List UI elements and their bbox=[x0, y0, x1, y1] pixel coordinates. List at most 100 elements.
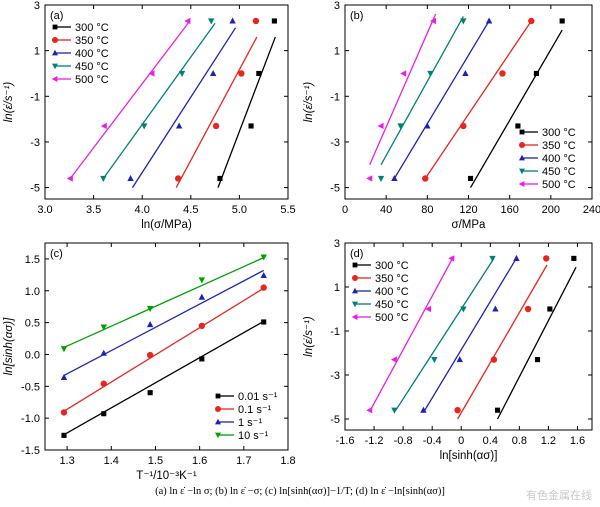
data-point bbox=[424, 122, 431, 129]
legend-label: 300 °C bbox=[375, 260, 409, 272]
legend-marker bbox=[519, 154, 525, 161]
x-tick-label: 0.4 bbox=[483, 435, 498, 447]
panel-label: (d) bbox=[350, 248, 363, 260]
data-point bbox=[499, 70, 506, 77]
series-2 bbox=[174, 17, 260, 188]
fit-line bbox=[424, 20, 532, 179]
fit-line bbox=[63, 287, 265, 412]
data-point bbox=[66, 175, 73, 182]
legend-marker bbox=[215, 418, 221, 425]
y-tick-label: 1 bbox=[334, 282, 340, 294]
data-point bbox=[427, 70, 434, 77]
series-1 bbox=[217, 18, 277, 188]
fit-line bbox=[395, 258, 495, 411]
data-point bbox=[260, 284, 267, 291]
series-5 bbox=[366, 255, 455, 414]
legend-label: 0.01 s⁻¹ bbox=[238, 391, 278, 403]
y-axis-label: ln(ε̇/s⁻¹) bbox=[3, 82, 15, 123]
data-point bbox=[391, 407, 398, 414]
data-point bbox=[198, 277, 206, 284]
x-tick-label: 5.5 bbox=[280, 204, 295, 216]
fit-line bbox=[369, 258, 454, 411]
fit-line bbox=[63, 320, 265, 436]
data-point bbox=[60, 373, 68, 380]
series-4 bbox=[391, 255, 496, 414]
series-4 bbox=[60, 254, 267, 353]
data-point bbox=[175, 122, 183, 129]
x-tick-label: 4.0 bbox=[135, 204, 150, 216]
data-point bbox=[366, 175, 373, 182]
x-tick-label: 5.0 bbox=[232, 204, 247, 216]
series-5 bbox=[366, 13, 437, 182]
data-point bbox=[460, 18, 467, 25]
y-tick-label: -1.0 bbox=[21, 413, 40, 425]
y-tick-label: 1 bbox=[334, 46, 340, 58]
data-point bbox=[513, 254, 520, 261]
data-point bbox=[146, 351, 154, 359]
data-point bbox=[460, 122, 467, 130]
x-tick-label: -0.4 bbox=[423, 435, 442, 447]
data-point bbox=[174, 175, 182, 182]
legend-label: 10 s⁻¹ bbox=[238, 430, 269, 442]
data-point bbox=[431, 357, 438, 364]
legend-marker bbox=[52, 24, 58, 30]
x-tick-label: -0.8 bbox=[394, 435, 413, 447]
data-point bbox=[448, 255, 455, 262]
x-tick-label: -1.2 bbox=[365, 435, 384, 447]
series-1 bbox=[61, 319, 267, 438]
y-axis-label: ln[sinh(ασ)] bbox=[3, 317, 15, 375]
fit-line bbox=[102, 22, 216, 179]
legend-marker bbox=[519, 142, 525, 148]
data-point bbox=[366, 407, 373, 414]
series-3 bbox=[127, 17, 237, 188]
legend-marker bbox=[52, 63, 58, 70]
series-1 bbox=[494, 255, 577, 420]
x-tick-label: 3.0 bbox=[37, 204, 52, 216]
data-point bbox=[559, 18, 565, 24]
series-1 bbox=[467, 18, 565, 188]
data-point bbox=[377, 175, 385, 182]
x-tick-label: 4.5 bbox=[183, 204, 198, 216]
data-point bbox=[492, 305, 499, 312]
data-point bbox=[485, 17, 493, 24]
data-point bbox=[209, 69, 217, 77]
legend-marker bbox=[215, 393, 221, 399]
plot-frame bbox=[44, 4, 289, 200]
plot-frame bbox=[344, 242, 593, 431]
legend: 0.01 s⁻¹0.1 s⁻¹1 s⁻¹10 s⁻¹ bbox=[215, 391, 278, 442]
y-axis-label: ln(ε̇/s⁻¹) bbox=[303, 316, 315, 357]
fit-line bbox=[69, 20, 191, 179]
x-axis-label: T⁻¹/10⁻³K⁻¹ bbox=[136, 470, 197, 482]
series-2 bbox=[422, 17, 535, 182]
chart-panel-2: 0 40 80 120 160 200 240 -5 -3 -1 1 3 (b) σ/MPa ln(ε̇/s… bbox=[303, 0, 600, 231]
data-point bbox=[454, 407, 461, 414]
fit-line bbox=[496, 266, 577, 420]
data-point bbox=[534, 357, 541, 363]
data-point bbox=[467, 175, 474, 182]
data-point bbox=[260, 271, 267, 279]
data-point bbox=[391, 174, 398, 182]
x-tick-label: 3.5 bbox=[86, 204, 101, 216]
y-tick-label: -0.5 bbox=[21, 381, 40, 393]
y-tick-label: 1.5 bbox=[25, 254, 40, 266]
y-tick-label: -3 bbox=[330, 370, 340, 382]
legend-marker bbox=[51, 76, 58, 82]
legend-label: 350 °C bbox=[75, 35, 109, 47]
chart-panel-4: -1.6 -1.2 -0.8 -0.4 0 0.4 0.8 1.2 1.6 -5 -3 -1 1 3 (d)… bbox=[303, 238, 593, 462]
data-point bbox=[217, 175, 223, 182]
data-point bbox=[256, 70, 262, 77]
data-point bbox=[147, 390, 153, 396]
legend-label: 500 °C bbox=[375, 312, 409, 324]
legend-label: 300 °C bbox=[75, 22, 109, 34]
figure-canvas: 3.0 3.5 4.0 4.5 5.0 5.5 -5 -3 -1 1 3 (a) ln(σ/MPa) ln… bbox=[3, 0, 600, 482]
fit-line bbox=[393, 20, 490, 179]
data-point bbox=[420, 406, 427, 413]
y-tick-label: 1.0 bbox=[25, 286, 40, 298]
legend-label: 350 °C bbox=[542, 140, 576, 152]
x-tick-label: 1.7 bbox=[236, 455, 251, 467]
y-axis-label: ln(ε̇/s⁻¹) bbox=[303, 82, 315, 123]
chart-panel-3: 1.3 1.4 1.5 1.6 1.7 1.8 -1.5 -1.0 -0.5 0.0 0.5 1.0 1… bbox=[3, 242, 296, 482]
legend-marker bbox=[519, 168, 525, 175]
data-point bbox=[571, 255, 577, 261]
